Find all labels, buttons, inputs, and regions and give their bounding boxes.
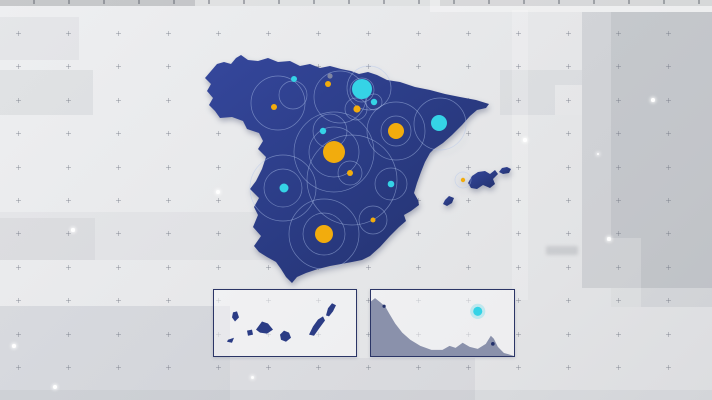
range-circle xyxy=(366,101,426,161)
range-circle xyxy=(374,167,408,201)
mallorca-shape xyxy=(468,170,498,189)
marker-castilla-norte xyxy=(319,127,327,135)
range-circle xyxy=(358,205,388,235)
sparkle-dot xyxy=(52,384,58,390)
marker-cuenca xyxy=(347,170,353,176)
range-circle xyxy=(413,97,467,151)
marker-galicia xyxy=(291,76,297,82)
marker-cantabria xyxy=(325,81,331,87)
range-circle xyxy=(293,111,375,193)
sparkle-dot xyxy=(523,138,527,142)
north-africa-inset xyxy=(370,289,515,357)
ibiza-shape xyxy=(443,196,454,206)
sparkle-dot xyxy=(12,344,16,348)
menorca-shape xyxy=(499,167,511,174)
la-palma-shape xyxy=(232,311,239,322)
melilla-dot xyxy=(491,341,495,346)
marker-melilla-area xyxy=(473,306,483,316)
range-circle xyxy=(263,168,303,208)
canary-islands-svg xyxy=(227,303,336,343)
north-africa-svg xyxy=(371,298,514,356)
marker-rioja xyxy=(353,105,361,113)
marker-leon xyxy=(271,104,277,110)
range-circle xyxy=(308,126,360,178)
marker-andalucia xyxy=(315,225,333,243)
lanzarote-shape xyxy=(326,303,336,317)
range-circle xyxy=(380,115,412,147)
sparkle-dot xyxy=(651,98,655,102)
marker-aragon xyxy=(388,123,404,139)
north-africa-coast-shape xyxy=(371,298,514,356)
balearic-islands xyxy=(443,167,511,206)
range-circle xyxy=(346,65,392,111)
top-strip-ticks xyxy=(0,0,712,4)
marker-navarra xyxy=(370,98,378,106)
tenerife-shape xyxy=(256,321,273,334)
range-circle xyxy=(288,198,360,270)
gran-canaria-shape xyxy=(280,330,291,342)
range-circle xyxy=(337,160,363,186)
range-circle xyxy=(365,93,383,111)
marker-valencia xyxy=(387,180,395,188)
canary-islands-inset xyxy=(213,289,357,357)
marker-mallorca xyxy=(460,177,466,183)
sparkle-dot xyxy=(215,189,221,195)
range-circle xyxy=(302,212,346,256)
sparkle-dot xyxy=(71,228,75,232)
range-circle xyxy=(349,77,375,103)
marker-cantabria-gray xyxy=(327,73,333,79)
range-circle xyxy=(454,171,472,189)
sparkle-dot xyxy=(250,375,254,379)
marker-albacete xyxy=(370,217,376,223)
fuerteventura-shape xyxy=(309,316,325,336)
marker-extremadura xyxy=(279,183,289,193)
marker-cataluna xyxy=(431,115,447,131)
sparkle-dot xyxy=(596,152,600,156)
range-circle xyxy=(306,134,398,226)
marker-madrid xyxy=(323,141,345,163)
marker-pais-vasco xyxy=(352,79,372,99)
sparkle-dot xyxy=(607,237,611,241)
range-circle xyxy=(249,154,317,222)
ceuta-dot xyxy=(382,304,386,308)
map-markers xyxy=(271,73,466,243)
range-circle xyxy=(250,75,306,131)
la-gomera-shape xyxy=(247,329,253,336)
range-circle xyxy=(344,97,368,121)
el-hierro-shape xyxy=(227,337,234,343)
